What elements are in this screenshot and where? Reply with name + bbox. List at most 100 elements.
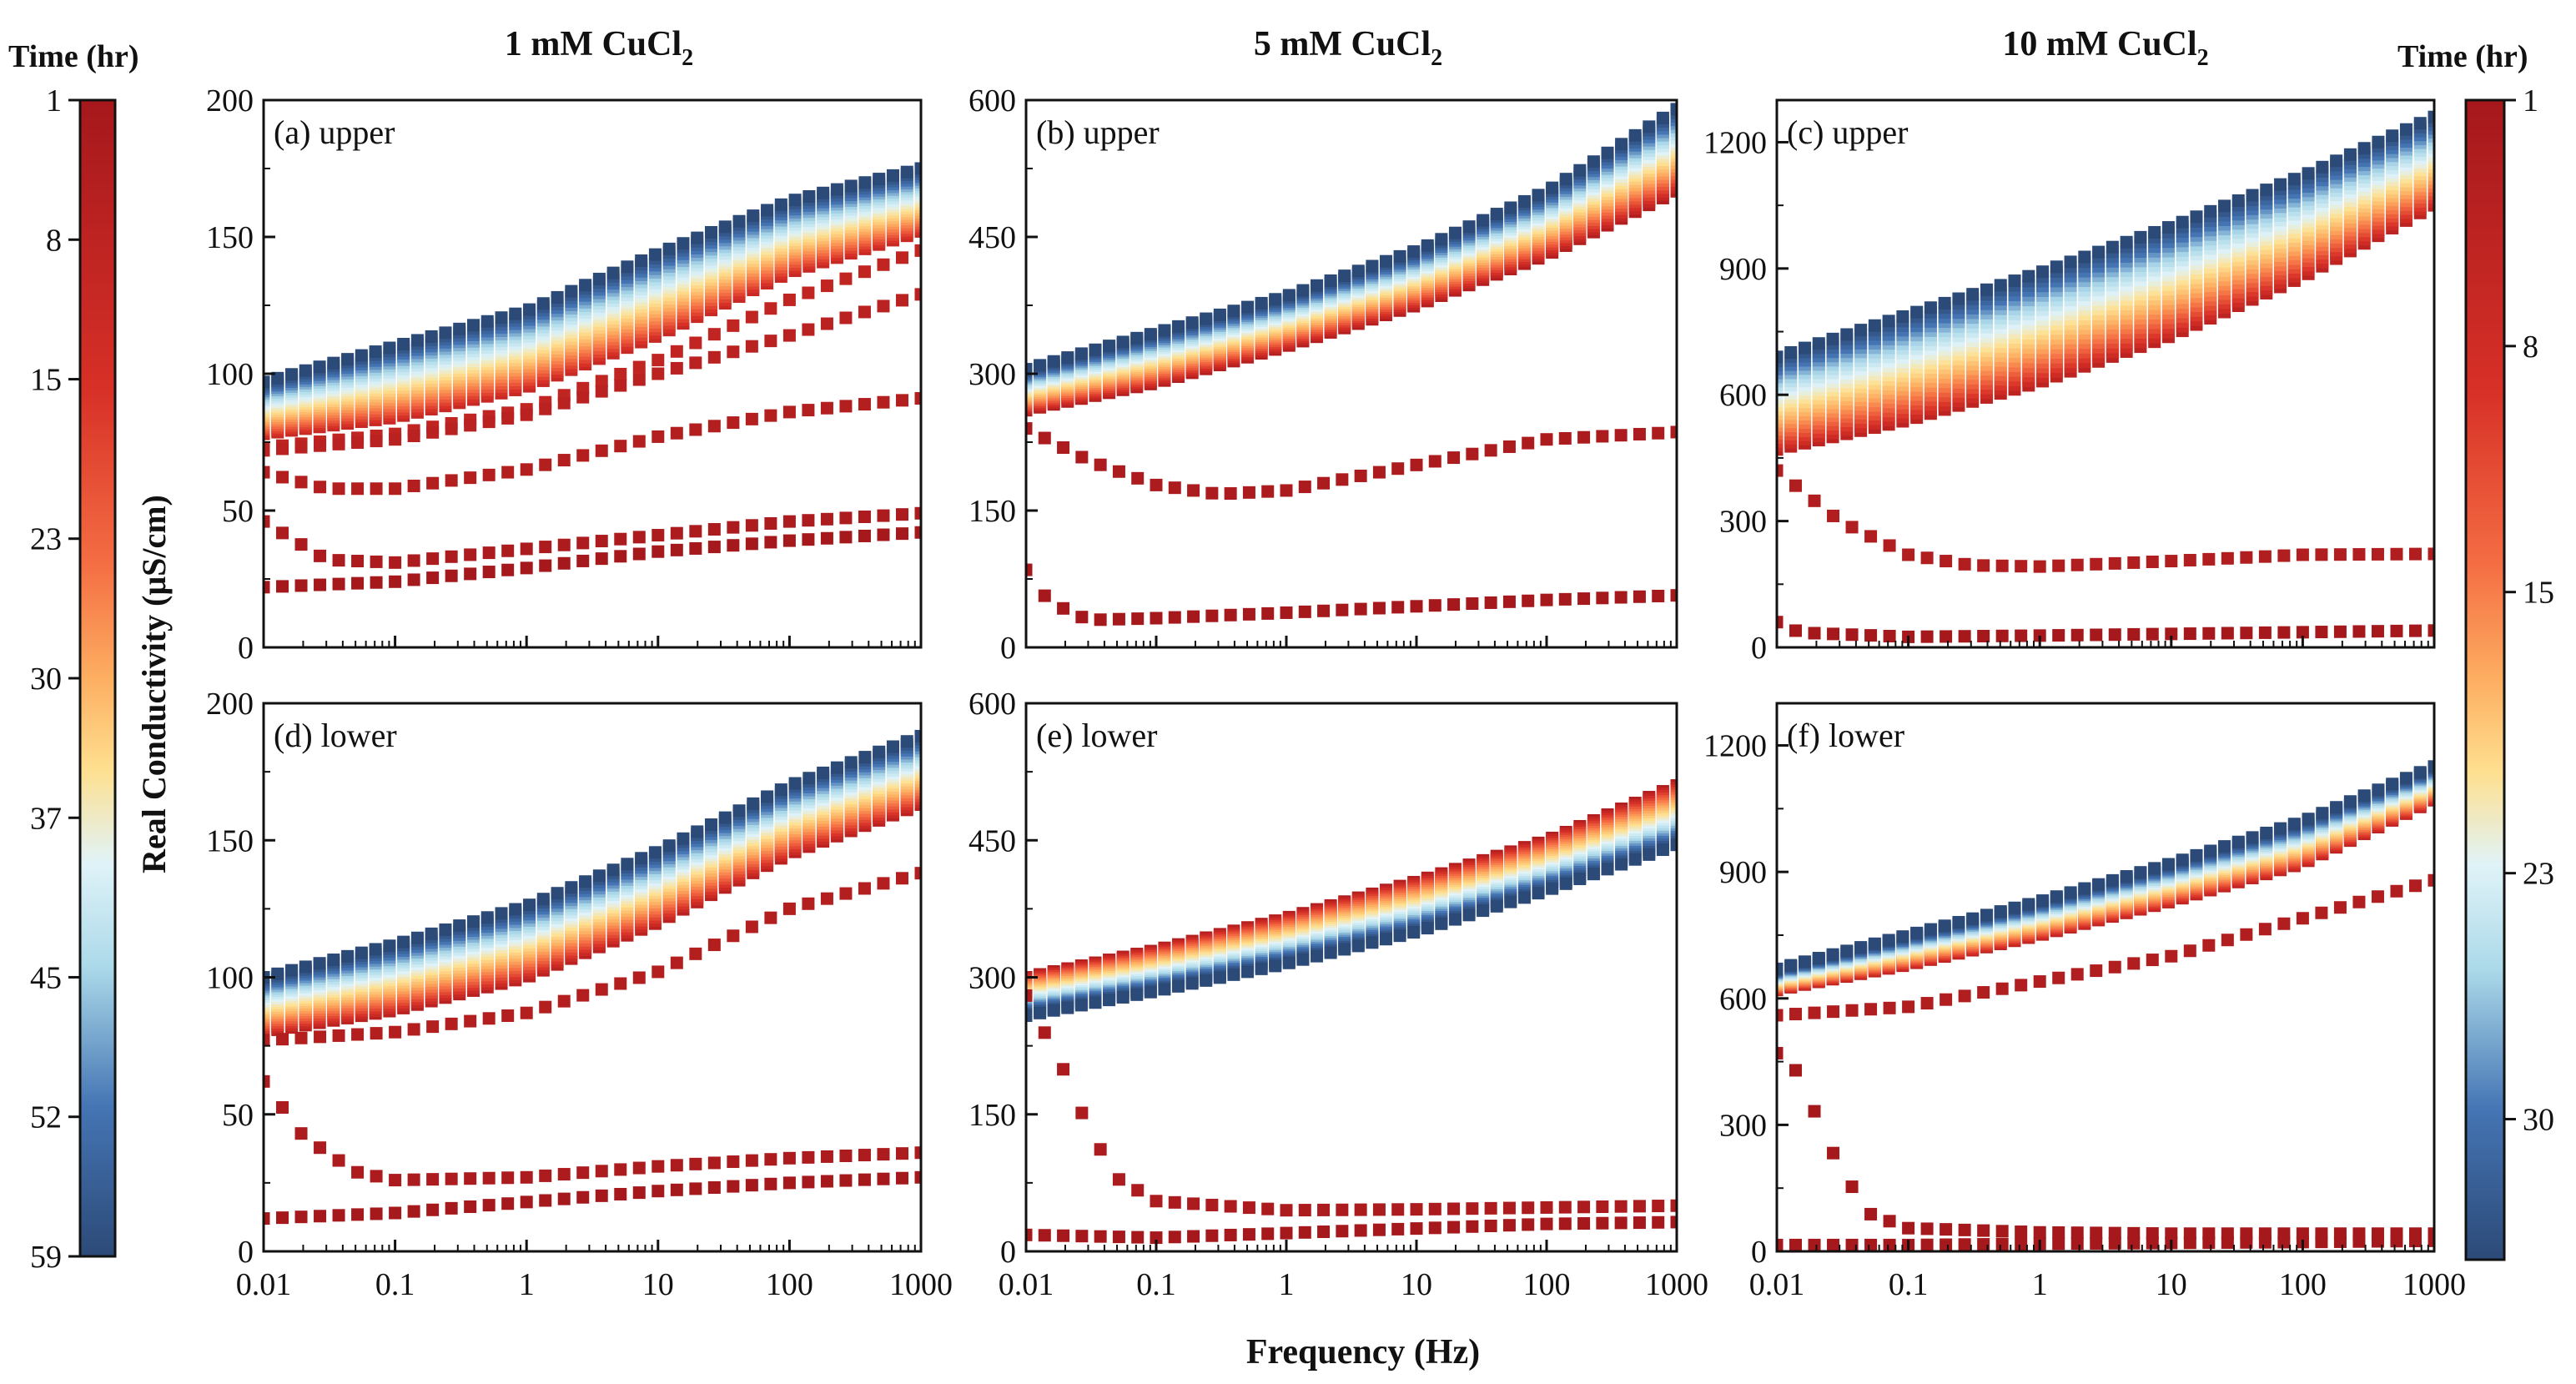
data-point bbox=[817, 186, 830, 199]
data-point bbox=[453, 322, 466, 335]
y-tick-label: 900 bbox=[1719, 252, 1767, 287]
data-point bbox=[1026, 363, 1033, 376]
y-tick-label: 200 bbox=[206, 83, 254, 118]
y-tick-label: 0 bbox=[238, 631, 254, 666]
data-point bbox=[313, 360, 326, 374]
data-point bbox=[691, 231, 704, 244]
data-point bbox=[2258, 626, 2272, 639]
data-point bbox=[1224, 608, 1237, 622]
data-point bbox=[1435, 233, 1448, 246]
data-point bbox=[407, 573, 420, 586]
data-point bbox=[539, 541, 552, 554]
data-point bbox=[407, 554, 420, 567]
data-point bbox=[830, 183, 843, 196]
data-point bbox=[677, 237, 690, 250]
data-point bbox=[1980, 283, 1993, 296]
series-band-a-t59 bbox=[264, 162, 921, 389]
data-point bbox=[1940, 555, 1953, 568]
data-point bbox=[2108, 628, 2121, 642]
data-point bbox=[2204, 204, 2217, 218]
data-point bbox=[1447, 451, 1461, 465]
data-point bbox=[480, 315, 494, 328]
data-point bbox=[873, 173, 886, 186]
data-point bbox=[1168, 481, 1181, 495]
data-point bbox=[276, 580, 289, 593]
data-point bbox=[271, 371, 284, 385]
data-point bbox=[858, 398, 871, 411]
data-point bbox=[1883, 539, 1896, 552]
data-point bbox=[1213, 308, 1226, 321]
series-curve-a-3 bbox=[264, 506, 921, 569]
data-point bbox=[764, 409, 777, 422]
data-point bbox=[2357, 142, 2371, 155]
data-point bbox=[595, 444, 608, 457]
data-point bbox=[1038, 431, 1051, 445]
data-point bbox=[1502, 440, 1516, 453]
left-colorbar-tick-label: 59 bbox=[30, 1240, 62, 1275]
data-point bbox=[1643, 120, 1656, 133]
data-point bbox=[839, 531, 853, 544]
left-colorbar-tick-label: 52 bbox=[30, 1100, 62, 1135]
data-point bbox=[2274, 178, 2287, 191]
data-point bbox=[1094, 613, 1107, 627]
data-point bbox=[727, 416, 740, 430]
data-point bbox=[1558, 592, 1572, 606]
data-point bbox=[1391, 462, 1405, 476]
data-point bbox=[2146, 555, 2159, 568]
data-point bbox=[1242, 486, 1255, 499]
data-point bbox=[670, 526, 683, 540]
left-colorbar-tick-label: 23 bbox=[30, 522, 62, 557]
right-colorbar-tick-label: 1 bbox=[2523, 83, 2538, 118]
data-point bbox=[576, 449, 590, 462]
data-point bbox=[707, 328, 721, 341]
data-point bbox=[2428, 547, 2434, 561]
data-point bbox=[1484, 444, 1497, 457]
data-point bbox=[1205, 609, 1219, 622]
data-point bbox=[445, 550, 458, 563]
data-point bbox=[370, 435, 383, 448]
right-colorbar-tick-label: 30 bbox=[2523, 1103, 2554, 1138]
data-point bbox=[576, 536, 590, 550]
data-point bbox=[670, 345, 683, 358]
data-point bbox=[1995, 559, 2009, 572]
data-point bbox=[1845, 521, 1859, 534]
data-point bbox=[1577, 592, 1591, 606]
y-tick-label: 50 bbox=[222, 494, 254, 529]
data-point bbox=[425, 330, 438, 343]
data-point bbox=[2221, 551, 2234, 565]
data-point bbox=[595, 535, 608, 548]
data-point bbox=[466, 319, 480, 332]
data-point bbox=[1854, 324, 1868, 337]
data-point bbox=[294, 538, 308, 551]
data-point bbox=[1187, 484, 1200, 497]
data-point bbox=[1447, 598, 1461, 611]
data-point bbox=[652, 545, 665, 558]
y-tick-label: 150 bbox=[969, 494, 1016, 529]
data-point bbox=[2258, 550, 2272, 563]
data-point bbox=[1393, 249, 1406, 263]
data-point bbox=[761, 204, 774, 217]
data-point bbox=[1784, 345, 1798, 359]
data-point bbox=[1777, 464, 1784, 477]
data-point bbox=[314, 439, 327, 452]
data-point bbox=[523, 303, 536, 316]
data-point bbox=[2390, 624, 2403, 637]
data-point bbox=[745, 340, 758, 353]
data-point bbox=[1952, 292, 1965, 305]
data-point bbox=[276, 471, 289, 484]
data-point bbox=[1614, 591, 1628, 604]
data-point bbox=[332, 437, 345, 450]
data-point bbox=[707, 522, 721, 536]
data-point bbox=[2330, 154, 2343, 168]
data-point bbox=[1462, 220, 1476, 234]
data-point bbox=[426, 552, 440, 566]
data-point bbox=[1596, 430, 1609, 443]
left-colorbar-tick-label: 8 bbox=[46, 223, 62, 258]
data-point bbox=[895, 294, 908, 307]
data-point bbox=[802, 514, 815, 527]
data-point bbox=[614, 532, 627, 546]
data-point bbox=[820, 531, 833, 545]
data-point bbox=[689, 423, 702, 436]
panel-label-c: (c) upper bbox=[1787, 113, 1908, 151]
data-point bbox=[745, 310, 758, 324]
